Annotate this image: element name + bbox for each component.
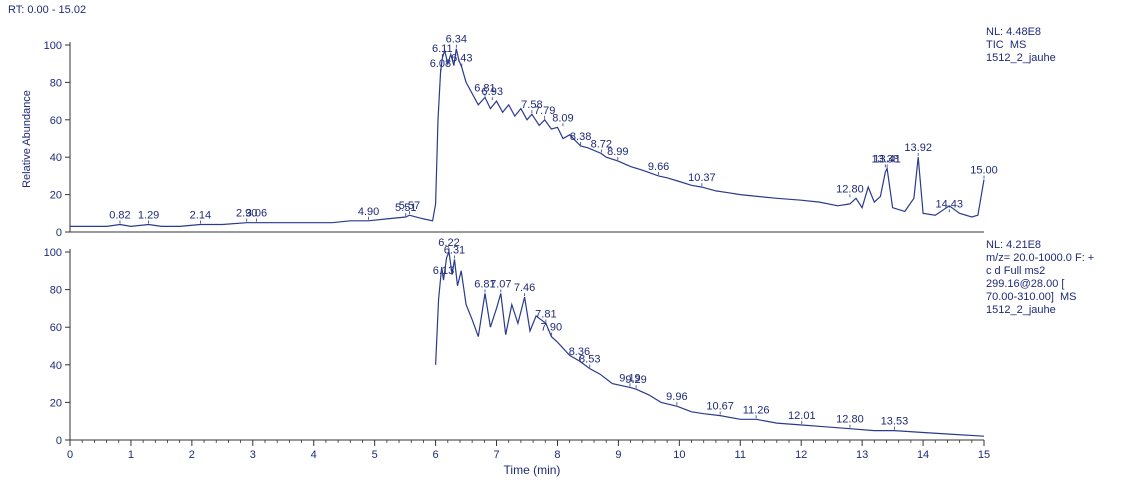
y-tick-label: 20 (50, 190, 62, 202)
x-tick-label: 5 (372, 449, 378, 461)
x-tick-label: 9 (615, 449, 621, 461)
peak-label: 8.09 (552, 112, 573, 124)
x-tick-label: 13 (856, 449, 868, 461)
x-tick-label: 11 (735, 449, 746, 461)
x-tick-label: 8 (554, 449, 560, 461)
x-tick-label: 6 (433, 449, 439, 461)
peak-label: 7.46 (514, 282, 535, 294)
peak-label: 2.90 (236, 208, 257, 220)
info-line: 1512_2_jauhe (986, 52, 1056, 64)
info-line: 70.00-310.00] MS (986, 291, 1077, 303)
peak-label: 13.38 (872, 153, 900, 165)
y-tick-label: 100 (44, 247, 62, 259)
bottom-panel-info: NL: 4.21E8 m/z= 20.0-1000.0 F: + c d Full … (986, 239, 1094, 317)
peak-label: 8.99 (607, 146, 628, 158)
peak-label: 6.08 (430, 58, 451, 70)
bottom-chromatogram-panel: 0 20 40 60 80 100 6.13 6.226.31 6.817.07 7.46 7.81… (44, 237, 985, 447)
y-tick-label: 80 (50, 77, 62, 89)
y-tick-label: 40 (50, 360, 62, 372)
info-line: TIC MS (986, 39, 1027, 51)
x-tick-label: 12 (795, 449, 807, 461)
x-axis-title: Time (min) (504, 463, 561, 477)
peak-label: 8.53 (579, 354, 600, 366)
info-line: 299.16@28.00 [ (986, 278, 1065, 290)
peak-label: 8.72 (591, 138, 612, 150)
y-tick-label: 0 (56, 227, 62, 239)
peak-label: 4.90 (358, 206, 379, 218)
peak-label: 12.01 (788, 410, 816, 422)
peak-label: 9.29 (625, 374, 646, 386)
peak-label: 9.66 (648, 161, 669, 173)
peak-label: 8.38 (570, 131, 591, 143)
top-panel-info: NL: 4.48E8 TIC MS 1512_2_jauhe (986, 26, 1056, 65)
peak-label: 13.53 (881, 416, 909, 428)
x-tick-label: 14 (917, 449, 929, 461)
peak-label: 7.79 (534, 105, 555, 117)
x-tick-label: 15 (978, 449, 990, 461)
peak-label: 6.31 (444, 245, 465, 257)
x-tick-label: 2 (189, 449, 195, 461)
info-line: c d Full ms2 (986, 265, 1046, 277)
peak-label: 6.81 (474, 278, 495, 290)
peak-label: 6.22 (438, 237, 459, 249)
peak-label: 7.81 (535, 308, 556, 320)
peak-label: 5.57 (399, 200, 420, 212)
peak-label: 2.14 (190, 210, 211, 222)
peak-label: 6.34 (446, 34, 467, 46)
info-line: m/z= 20.0-1000.0 F: + (986, 252, 1095, 264)
peak-label: 7.58 (521, 99, 542, 111)
y-tick-label: 80 (50, 285, 62, 297)
x-tick-label: 10 (673, 449, 685, 461)
peak-label: 12.80 (836, 183, 864, 195)
x-tick-label: 0 (67, 449, 73, 461)
y-tick-label: 0 (56, 435, 62, 447)
info-line: NL: 4.48E8 (986, 26, 1042, 38)
peak-label: 10.37 (688, 172, 716, 184)
y-tick-label: 60 (50, 322, 62, 334)
x-tick-label: 4 (311, 449, 317, 461)
rt-range-label: RT: 0.00 - 15.02 (8, 4, 87, 16)
peak-label: 6.13 (433, 265, 454, 277)
peak-label: 15.00 (970, 165, 998, 177)
peak-label: 1.29 (138, 210, 159, 222)
peak-label: 7.90 (541, 322, 562, 334)
y-tick-label: 100 (44, 40, 62, 52)
peak-label: 9.19 (619, 372, 640, 384)
y-tick-label: 60 (50, 115, 62, 127)
peak-label: 11.26 (743, 404, 770, 416)
x-axis: 0 1 2 3 4 5 6 7 8 9 10 11 12 13 14 15 (67, 440, 990, 461)
top-chromatogram-panel: 0 20 40 60 80 100 0.82 1.29 2.14 2.903.06 4.90 5.51… (44, 34, 998, 239)
x-tick-label: 7 (493, 449, 499, 461)
peak-label: 7.07 (490, 278, 511, 290)
peak-label: 0.82 (109, 210, 130, 222)
peak-label: 5.51 (395, 202, 416, 214)
y-axis-title: Relative Abundance (21, 90, 33, 188)
info-line: NL: 4.21E8 (986, 239, 1042, 251)
x-tick-label: 3 (250, 449, 256, 461)
trace-line (435, 249, 985, 437)
peak-label: 3.06 (246, 208, 267, 220)
peak-label: 6.43 (451, 52, 472, 64)
peak-label: 12.80 (836, 414, 864, 426)
peak-label: 6.93 (482, 86, 503, 98)
peak-label: 10.67 (706, 401, 734, 413)
peak-label: 8.36 (569, 346, 590, 358)
x-tick-label: 1 (128, 449, 134, 461)
peak-label: 6.11 (432, 43, 453, 55)
peak-label: 13.41 (873, 153, 901, 165)
peak-label: 13.92 (904, 142, 932, 154)
peak-label: 6.81 (474, 82, 495, 94)
y-tick-label: 40 (50, 152, 62, 164)
info-line: 1512_2_jauhe (986, 304, 1056, 316)
trace-line (70, 48, 985, 228)
peak-label: 14.43 (936, 198, 964, 210)
y-tick-label: 20 (50, 397, 62, 409)
peak-label: 9.96 (666, 391, 687, 403)
